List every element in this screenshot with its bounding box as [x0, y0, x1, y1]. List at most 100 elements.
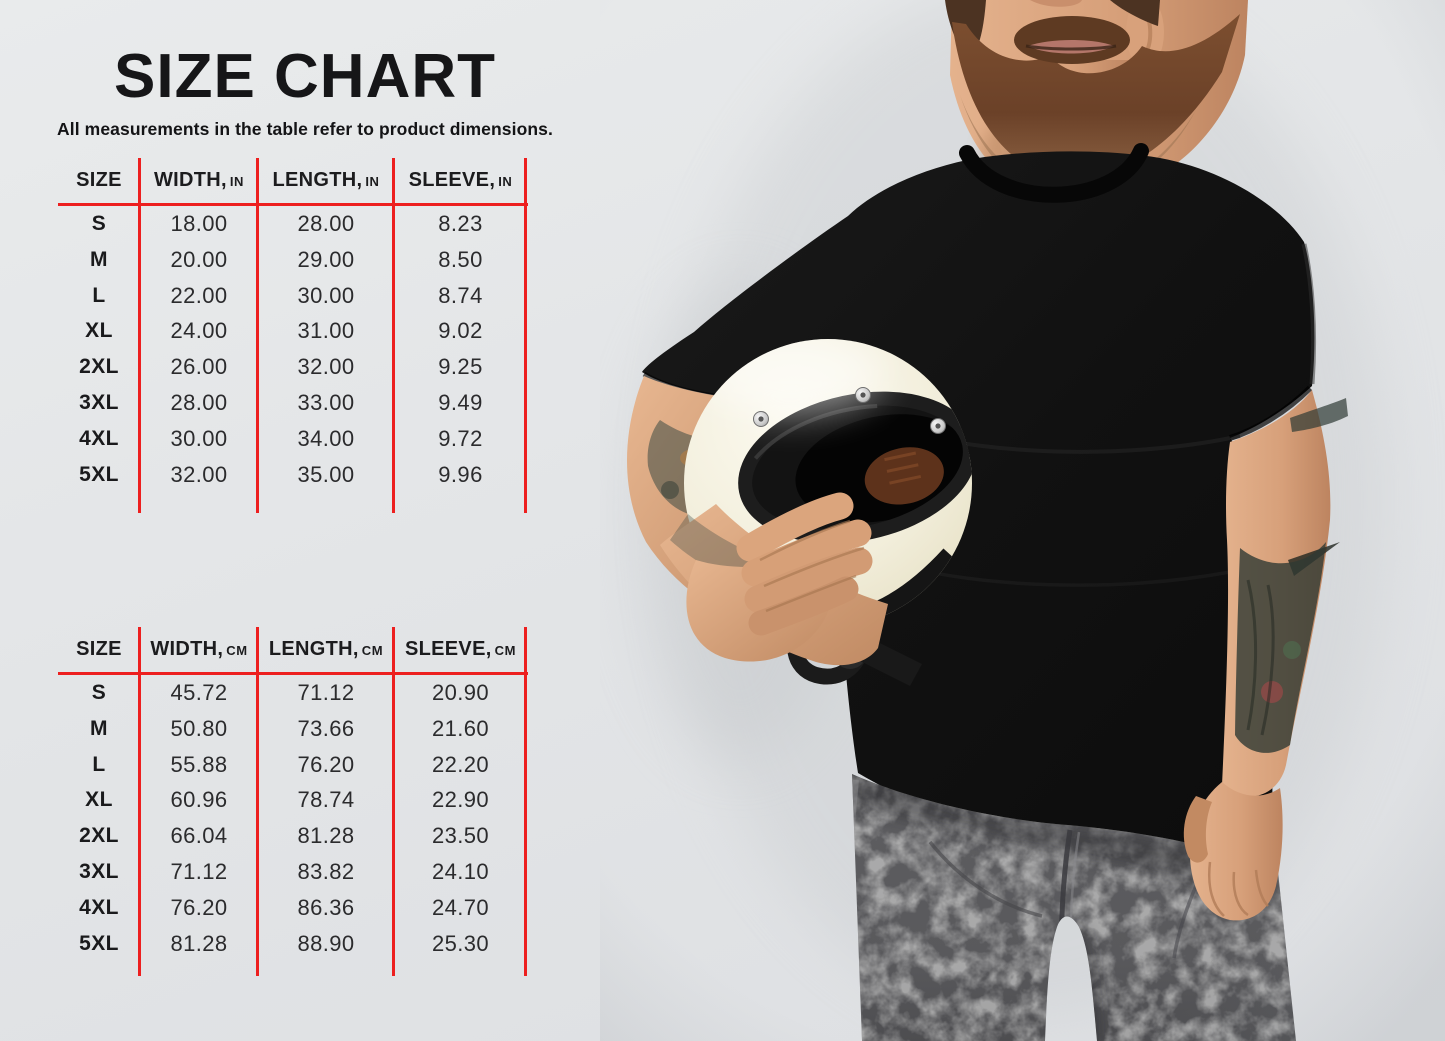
- measurement-value: 30.00: [170, 425, 228, 451]
- measurement-value: 8.23: [438, 210, 483, 236]
- measurement-value: 28.00: [170, 390, 228, 416]
- measurement-value: 76.20: [170, 894, 228, 920]
- product-photo: [600, 0, 1445, 1041]
- table-grid-line: [392, 627, 395, 976]
- measurement-value: 22.20: [431, 751, 490, 777]
- measurement-value: 45.72: [170, 679, 228, 705]
- measurement-value: 88.90: [297, 930, 355, 956]
- measurement-value: 33.00: [297, 390, 355, 416]
- measurement-value: 9.72: [438, 425, 483, 451]
- size-label: M: [90, 716, 108, 740]
- measurement-value: 24.00: [170, 318, 228, 344]
- measurement-value: 35.00: [297, 461, 355, 487]
- table-row: 5XL 32.00 35.00 9.96: [58, 457, 528, 493]
- column-header-size: SIZE: [76, 638, 122, 660]
- measurement-value: 18.00: [170, 210, 228, 236]
- measurement-value: 26.00: [170, 354, 228, 380]
- measurement-value: 9.25: [438, 354, 483, 380]
- measurement-value: 20.00: [170, 246, 228, 272]
- table-row: L 22.00 30.00 8.74: [58, 278, 528, 314]
- measurement-value: 66.04: [170, 823, 228, 849]
- measurement-value: 23.50: [431, 823, 490, 849]
- size-label: 3XL: [79, 391, 119, 415]
- table-row: 4XL 76.20 86.36 24.70: [58, 890, 528, 926]
- page-subtitle: All measurements in the table refer to p…: [57, 119, 553, 139]
- measurement-value: 34.00: [297, 425, 355, 451]
- measurement-value: 30.00: [297, 282, 355, 308]
- measurement-value: 78.74: [297, 787, 355, 813]
- table-row: 2XL 26.00 32.00 9.25: [58, 349, 528, 385]
- column-header-sleeve: SLEEVE, IN: [408, 169, 513, 191]
- measurement-value: 73.66: [297, 715, 355, 741]
- table-row: 5XL 81.28 88.90 25.30: [58, 926, 528, 962]
- size-label: L: [92, 752, 106, 776]
- table-row: S 18.00 28.00 8.23: [58, 206, 528, 242]
- table-row: M 50.80 73.66 21.60: [58, 711, 528, 747]
- size-label: 4XL: [79, 426, 119, 450]
- measurement-value: 8.50: [438, 246, 483, 272]
- table-row: 4XL 30.00 34.00 9.72: [58, 421, 528, 457]
- measurement-value: 21.60: [431, 715, 490, 741]
- size-label: 2XL: [79, 355, 119, 379]
- measurement-value: 22.00: [170, 282, 228, 308]
- measurement-value: 81.28: [170, 930, 228, 956]
- size-label: 2XL: [79, 824, 119, 848]
- column-header-length: LENGTH, IN: [272, 169, 380, 191]
- measurement-value: 8.74: [438, 282, 483, 308]
- measurement-value: 71.12: [170, 859, 228, 885]
- size-table-cm: SIZE WIDTH, CM LENGTH, CM SLEEVE, CM S 45.72…: [58, 627, 528, 976]
- table-divider-line: [58, 203, 528, 206]
- measurement-value: 31.00: [297, 318, 355, 344]
- size-label: S: [91, 680, 107, 704]
- table-grid-line: [138, 158, 141, 513]
- table-grid-line: [256, 158, 259, 513]
- column-header-width: WIDTH, IN: [153, 169, 245, 191]
- measurement-value: 20.90: [431, 679, 490, 705]
- table-header-row: SIZE WIDTH, IN LENGTH, IN SLEEVE, IN: [58, 158, 528, 203]
- measurement-value: 32.00: [170, 461, 228, 487]
- table-row: L 55.88 76.20 22.20: [58, 747, 528, 783]
- table-body: S 45.72 71.12 20.90 M 50.80 73.66 21.60 L 55.88 76…: [58, 675, 528, 962]
- measurement-value: 9.96: [438, 461, 483, 487]
- table-row: 2XL 66.04 81.28 23.50: [58, 818, 528, 854]
- size-label: L: [92, 283, 106, 307]
- measurement-value: 28.00: [297, 210, 355, 236]
- measurement-value: 50.80: [170, 715, 228, 741]
- measurement-value: 60.96: [170, 787, 228, 813]
- size-table-inches: SIZE WIDTH, IN LENGTH, IN SLEEVE, IN S 18.00…: [58, 158, 528, 513]
- table-row: XL 24.00 31.00 9.02: [58, 314, 528, 350]
- table-grid-line: [138, 627, 141, 976]
- table-grid-line: [524, 158, 527, 513]
- table-grid-line: [392, 158, 395, 513]
- size-label: XL: [85, 788, 113, 812]
- size-label: 5XL: [79, 462, 119, 486]
- measurement-value: 9.02: [438, 318, 483, 344]
- measurement-value: 22.90: [431, 787, 490, 813]
- measurement-value: 24.10: [431, 859, 490, 885]
- table-divider-line: [58, 672, 528, 675]
- table-row: 3XL 71.12 83.82 24.10: [58, 854, 528, 890]
- measurement-value: 83.82: [297, 859, 355, 885]
- measurement-value: 55.88: [170, 751, 228, 777]
- column-header-length: LENGTH, CM: [268, 638, 384, 660]
- table-header-row: SIZE WIDTH, CM LENGTH, CM SLEEVE, CM: [58, 627, 528, 672]
- table-row: 3XL 28.00 33.00 9.49: [58, 385, 528, 421]
- measurement-value: 24.70: [431, 894, 490, 920]
- vignette: [600, 0, 1445, 1041]
- size-label: M: [90, 247, 108, 271]
- size-label: 3XL: [79, 860, 119, 884]
- size-label: 4XL: [79, 895, 119, 919]
- size-label: 5XL: [79, 931, 119, 955]
- measurement-value: 86.36: [297, 894, 355, 920]
- page-title: SIZE CHART: [114, 42, 496, 111]
- size-label: XL: [85, 319, 113, 343]
- measurement-value: 71.12: [297, 679, 355, 705]
- size-label: S: [91, 211, 107, 235]
- measurement-value: 29.00: [297, 246, 355, 272]
- measurement-value: 32.00: [297, 354, 355, 380]
- table-row: M 20.00 29.00 8.50: [58, 242, 528, 278]
- table-grid-line: [256, 627, 259, 976]
- column-header-size: SIZE: [76, 169, 122, 191]
- measurement-value: 81.28: [297, 823, 355, 849]
